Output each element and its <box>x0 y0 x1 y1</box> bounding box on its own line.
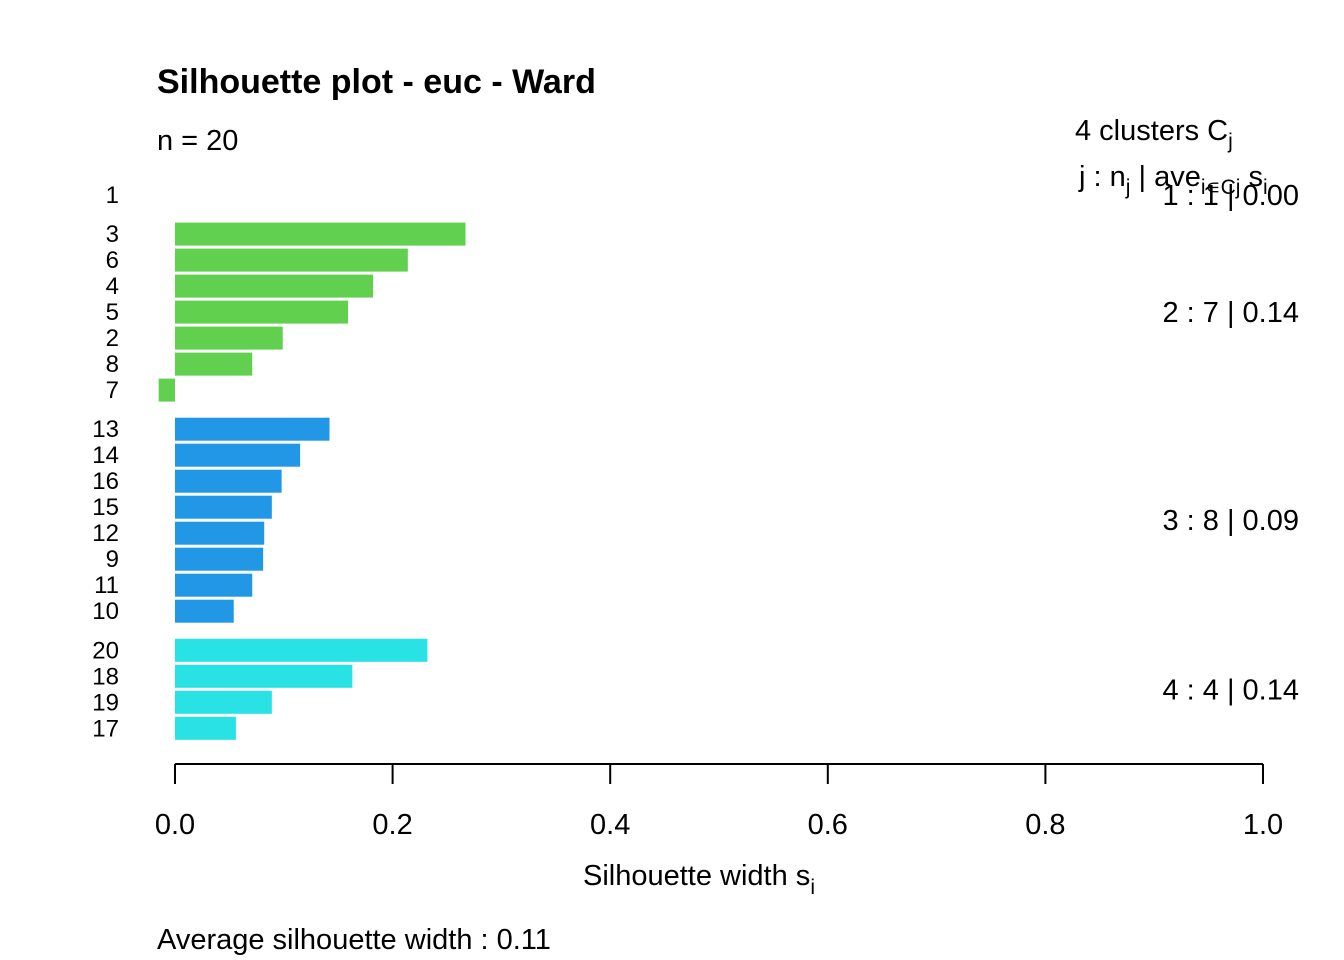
obs-label-9: 9 <box>106 546 119 573</box>
chart-title: Silhouette plot - euc - Ward <box>157 63 596 101</box>
cluster-summary-3: 3 : 8 | 0.09 <box>1162 505 1299 537</box>
x-tick-label-1: 0.2 <box>372 809 412 841</box>
x-tick-label-3: 0.6 <box>808 809 848 841</box>
legend-header-line1-sub: j <box>1227 130 1233 153</box>
silhouette-bar-obs-9 <box>175 547 264 571</box>
legend-header-line2-b-sub: i∊Cj <box>1201 176 1241 199</box>
x-tick-label-2: 0.4 <box>590 809 630 841</box>
silhouette-bar-obs-5 <box>175 300 348 324</box>
obs-label-20: 20 <box>92 637 119 664</box>
legend-header-line2-a: j : n <box>1078 161 1126 193</box>
legend-header-line2-a-sub: j <box>1125 176 1131 199</box>
silhouette-bar-obs-15 <box>175 495 272 519</box>
x-axis-label-main: Silhouette width s <box>583 860 810 892</box>
cluster-summary-labels: 1 : 1 | 0.00 2 : 7 | 0.14 3 : 8 | 0.09 4 : … <box>1162 180 1299 706</box>
x-tick-label-4: 0.8 <box>1025 809 1065 841</box>
cluster-summary-4: 4 : 4 | 0.14 <box>1162 674 1299 706</box>
obs-label-13: 13 <box>92 416 119 443</box>
obs-label-2: 2 <box>106 325 119 352</box>
legend-header-line2-c: s <box>1240 161 1263 193</box>
obs-label-18: 18 <box>92 663 119 690</box>
silhouette-bar-obs-18 <box>175 664 353 688</box>
x-tick-label-0: 0.0 <box>155 809 195 841</box>
silhouette-bar-obs-20 <box>175 638 428 662</box>
legend-header-line2: j : nj | avei∊Cj si <box>1078 161 1268 199</box>
obs-label-12: 12 <box>92 520 119 547</box>
legend-header-line1: 4 clusters Cj <box>1075 115 1233 153</box>
silhouette-bar-obs-19 <box>175 690 272 714</box>
cluster-summary-1: 1 : 1 | 0.00 <box>1162 180 1299 212</box>
obs-label-15: 15 <box>92 494 119 521</box>
obs-label-1: 1 <box>106 182 119 209</box>
silhouette-bar-obs-10 <box>175 599 234 623</box>
obs-label-17: 17 <box>92 715 119 742</box>
x-axis-label-sub: i <box>810 876 815 899</box>
silhouette-bar-obs-14 <box>175 443 301 467</box>
x-axis: 0.0 0.2 0.4 0.6 0.8 1.0 <box>155 763 1283 841</box>
obs-label-16: 16 <box>92 468 119 495</box>
legend-header-line1-main: 4 clusters C <box>1075 115 1228 147</box>
obs-label-5: 5 <box>106 299 119 326</box>
silhouette-bar-obs-6 <box>175 248 408 272</box>
silhouette-bar-obs-16 <box>175 469 282 493</box>
x-axis-label: Silhouette width si <box>583 860 815 899</box>
obs-label-3: 3 <box>106 221 119 248</box>
silhouette-bar-obs-11 <box>175 573 253 597</box>
bars-layer <box>158 222 466 740</box>
obs-label-14: 14 <box>92 442 119 469</box>
legend-header-line2-b: | ave <box>1130 161 1200 193</box>
silhouette-bar-obs-17 <box>175 716 236 740</box>
obs-label-11: 11 <box>94 572 119 599</box>
average-silhouette-width: Average silhouette width : 0.11 <box>157 924 551 956</box>
obs-label-10: 10 <box>92 598 119 625</box>
obs-label-6: 6 <box>106 247 119 274</box>
silhouette-bar-obs-8 <box>175 352 253 376</box>
obs-label-19: 19 <box>92 689 119 716</box>
chart-subtitle: n = 20 <box>157 125 238 157</box>
legend-header-line2-c-sub: i <box>1263 176 1268 199</box>
silhouette-bar-obs-7 <box>158 378 175 402</box>
obs-label-8: 8 <box>106 351 119 378</box>
obs-label-7: 7 <box>106 377 119 404</box>
silhouette-bar-obs-3 <box>175 222 466 246</box>
cluster-summary-2: 2 : 7 | 0.14 <box>1162 297 1299 329</box>
x-tick-label-5: 1.0 <box>1243 809 1283 841</box>
silhouette-bar-obs-13 <box>175 417 330 441</box>
silhouette-bar-obs-12 <box>175 521 265 545</box>
obs-label-4: 4 <box>106 273 119 300</box>
silhouette-bar-obs-2 <box>175 326 283 350</box>
silhouette-bar-obs-4 <box>175 274 374 298</box>
